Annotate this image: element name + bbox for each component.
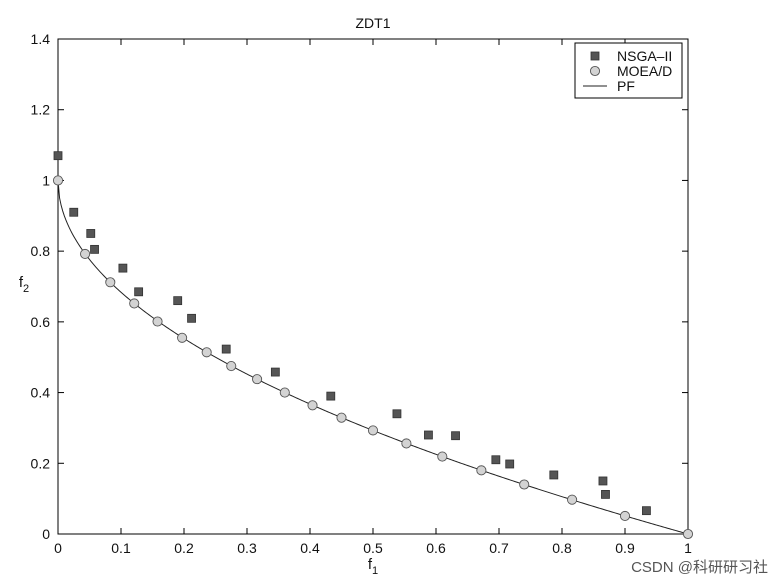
legend-marker-moea-d <box>589 65 601 77</box>
x-axis: 0 0.1 0.2 0.3 0.4 0.5 0.6 0.7 0.8 0.9 1 <box>54 39 692 556</box>
pf-curve <box>57 180 689 535</box>
nsga-ii-point <box>270 367 280 377</box>
nsga-ii-point <box>221 344 231 354</box>
moea-d-point <box>519 479 530 490</box>
plot-area <box>57 38 689 535</box>
nsga-ii-point <box>86 229 96 238</box>
nsga-ii-point <box>134 287 144 297</box>
chart-title: ZDT1 <box>356 15 391 31</box>
moea-d-point <box>567 494 578 505</box>
nsga-ii-point <box>451 431 460 441</box>
y-tick-label: 0.4 <box>31 385 51 401</box>
moea-d-point <box>619 510 631 522</box>
nsga-ii-point <box>118 263 128 273</box>
nsga-ii-point <box>549 470 559 480</box>
moea-d-point <box>336 412 347 423</box>
x-tick-label: 0.7 <box>489 540 509 556</box>
moea-d-point <box>252 374 263 385</box>
x-tick-label: 0.2 <box>174 540 194 556</box>
nsga-ii-point <box>90 244 99 254</box>
series-pf <box>57 180 689 535</box>
nsga-ii-point <box>601 489 610 499</box>
moea-d-point <box>437 451 448 462</box>
nsga-ii-point <box>642 506 651 516</box>
moea-d-point <box>80 248 91 260</box>
moea-d-point <box>105 277 116 288</box>
series-nsga-ii <box>53 151 651 516</box>
moea-d-point <box>201 347 212 358</box>
x-tick-label: 0.8 <box>552 540 572 556</box>
y-tick-label: 1.2 <box>31 102 51 118</box>
legend-label: PF <box>617 78 635 94</box>
y-axis: 0 0.2 0.4 0.6 0.8 1 1.2 1.4 <box>31 31 688 542</box>
nsga-ii-point <box>53 151 63 161</box>
moea-d-point <box>401 438 412 449</box>
moea-d-point <box>226 361 237 372</box>
moea-d-point <box>129 298 140 309</box>
moea-d-point <box>476 465 487 476</box>
moea-d-point <box>279 387 290 398</box>
y-tick-label: 0.2 <box>31 455 51 471</box>
x-tick-label: 0.6 <box>426 540 446 556</box>
y-tick-label: 0.6 <box>31 314 51 330</box>
x-tick-label: 0.4 <box>300 540 320 556</box>
x-axis-label: f1 <box>368 556 378 577</box>
moea-d-point <box>307 400 318 411</box>
legend-marker-nsga-ii <box>590 51 600 61</box>
nsga-ii-point <box>598 476 608 486</box>
nsga-ii-point <box>69 207 79 217</box>
watermark: CSDN @科研研习社 <box>631 559 768 576</box>
nsga-ii-point <box>173 296 183 306</box>
series-moea-d <box>52 175 694 540</box>
legend-label: MOEA/D <box>617 63 672 79</box>
nsga-ii-point <box>187 313 196 323</box>
x-tick-label: 1 <box>684 540 692 556</box>
y-axis-label-subscript: 2 <box>23 283 29 295</box>
x-axis-label-subscript: 1 <box>372 565 378 577</box>
x-tick-label: 0.9 <box>615 540 635 556</box>
y-axis-label: f2 <box>19 274 29 295</box>
y-tick-label: 0 <box>42 526 50 542</box>
x-tick-label: 0 <box>54 540 62 556</box>
moea-d-point <box>682 528 694 540</box>
moea-d-point <box>367 425 379 436</box>
nsga-ii-point <box>505 459 515 469</box>
y-tick-label: 1.4 <box>31 31 51 47</box>
y-tick-label: 1 <box>42 172 50 188</box>
nsga-ii-point <box>326 391 336 401</box>
nsga-ii-point <box>491 455 501 465</box>
x-tick-label: 0.1 <box>111 540 131 556</box>
nsga-ii-point <box>392 409 402 419</box>
moea-d-point <box>177 332 188 343</box>
y-tick-label: 0.8 <box>31 243 51 259</box>
moea-d-point <box>52 175 64 186</box>
x-tick-label: 0.3 <box>237 540 257 556</box>
nsga-ii-point <box>424 430 433 440</box>
x-tick-label: 0.5 <box>363 540 383 556</box>
legend-label: NSGA–II <box>617 48 672 64</box>
moea-d-point <box>152 316 163 327</box>
